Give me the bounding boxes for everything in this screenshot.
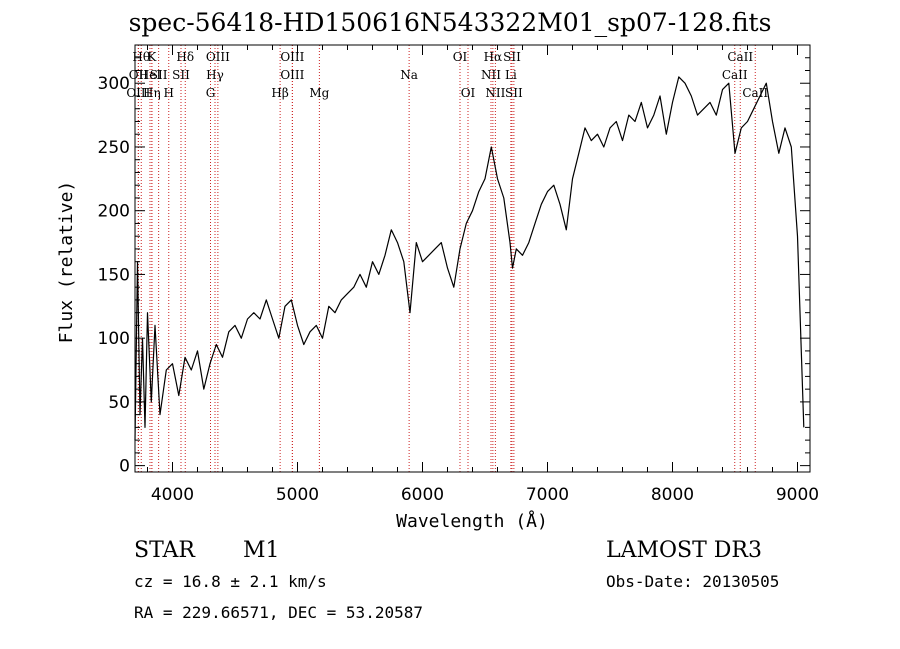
spectral-line-label: Li — [505, 68, 517, 82]
x-tick-label: 9000 — [776, 485, 819, 505]
spectral-line-label: OIII — [126, 86, 150, 100]
x-tick-label: 7000 — [526, 485, 569, 505]
spectral-line-label: OII — [129, 68, 149, 82]
spectral-line-label: G — [206, 86, 216, 100]
spectral-line-label: NII — [485, 86, 505, 100]
object-subclass: M1 — [243, 538, 280, 563]
spectral-line-label: OIII — [280, 68, 304, 82]
y-tick-label: 0 — [119, 457, 130, 477]
plot-frame — [134, 44, 811, 473]
coordinates: RA = 229.66571, DEC = 53.20587 — [134, 603, 423, 622]
spectral-line-label: Hη — [143, 86, 161, 100]
spectral-line-label: Na — [400, 68, 418, 82]
spectral-line-label: Hγ — [206, 68, 224, 82]
spectral-line-label: OIII — [206, 50, 230, 64]
x-tick-label: 4000 — [151, 485, 194, 505]
y-tick-label: 200 — [98, 202, 130, 222]
observation-date: Obs-Date: 20130505 — [606, 572, 780, 591]
spectral-line-label: Hθ — [132, 50, 150, 64]
spectrum-series — [134, 76, 805, 441]
spectral-line-label: HeI — [139, 68, 162, 82]
y-tick-label: 300 — [98, 74, 130, 94]
y-tick-label: 50 — [108, 393, 130, 413]
spectral-line-label: SII — [505, 86, 523, 100]
y-tick-label: 150 — [98, 265, 130, 285]
spectral-line-label: NII — [481, 68, 501, 82]
spectral-line-label: CaII — [742, 86, 768, 100]
x-axis-ticks: 4000 5000 6000 7000 8000 9000 — [147, 45, 819, 505]
spectral-line-label: CaII — [727, 50, 753, 64]
spectral-line-markers — [137, 45, 756, 472]
chart-title: spec-56418-HD150616N543322M01_sp07-128.f… — [128, 8, 772, 37]
spectral-line-label: SII — [150, 68, 168, 82]
spectral-line-label: Mg — [309, 86, 329, 100]
spectral-line-label: Hδ — [176, 50, 194, 64]
survey-name: LAMOST DR3 — [606, 538, 762, 563]
spectral-line-label: OIII — [280, 50, 304, 64]
spectral-line-label: CaII — [722, 68, 748, 82]
spectral-line-label: Hβ — [271, 86, 288, 100]
spectral-line-label: K — [147, 50, 157, 64]
spectral-line-label: OI — [461, 86, 476, 100]
x-axis-label: Wavelength (Å) — [396, 510, 548, 532]
y-axis-ticks: 0 50 100 150 200 250 300 — [98, 57, 810, 477]
spectral-line-label: Hα — [484, 50, 503, 64]
spectral-line-label: H — [164, 86, 174, 100]
y-tick-label: 250 — [98, 138, 130, 158]
x-tick-label: 8000 — [651, 485, 694, 505]
y-axis-label: Flux (relative) — [56, 181, 77, 344]
x-tick-label: 6000 — [401, 485, 444, 505]
y-tick-label: 100 — [98, 329, 130, 349]
spectral-line-label: SII — [172, 68, 190, 82]
spectral-line-labels: HθOIIOIIIKHeIHηSIIHHδSIIOIIIHγGOIIIOIIIH… — [126, 50, 768, 100]
spectral-line-label: SII — [503, 50, 521, 64]
x-tick-label: 5000 — [276, 485, 319, 505]
spectrum-line — [134, 76, 805, 441]
redshift-velocity: cz = 16.8 ± 2.1 km/s — [134, 572, 327, 591]
object-type: STAR — [134, 538, 195, 563]
spectral-line-label: OI — [453, 50, 468, 64]
